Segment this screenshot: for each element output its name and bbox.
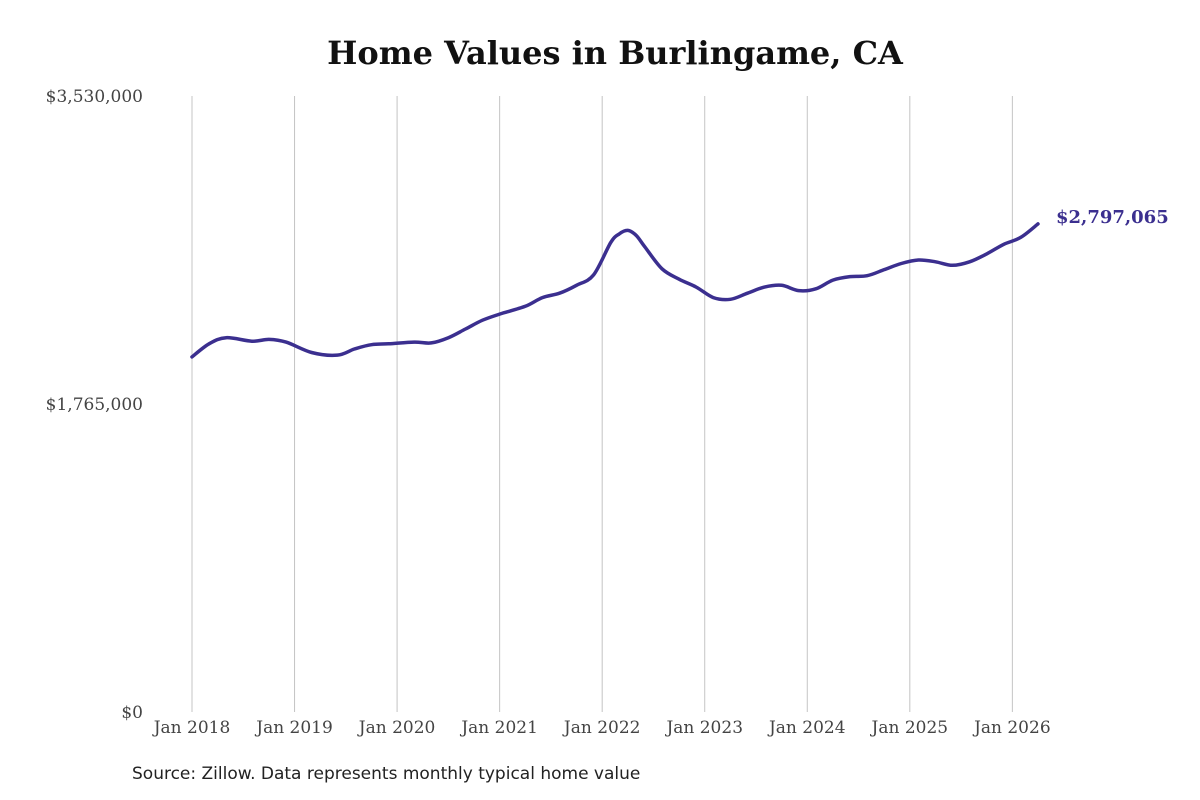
x-tick-label: Jan 2018	[152, 718, 231, 738]
x-tick-label: Jan 2026	[972, 718, 1051, 738]
y-tick-label: $1,765,000	[46, 395, 143, 415]
y-tick-label: $3,530,000	[46, 87, 143, 107]
chart-title: Home Values in Burlingame, CA	[327, 34, 903, 72]
x-tick-label: Jan 2022	[562, 718, 641, 738]
source-note: Source: Zillow. Data represents monthly …	[132, 764, 641, 784]
x-tick-label: Jan 2024	[767, 718, 846, 738]
home-value-line	[190, 222, 1040, 359]
x-tick-label: Jan 2021	[459, 718, 538, 738]
x-tick-label: Jan 2020	[357, 718, 436, 738]
gridlines	[191, 96, 1013, 712]
x-axis-ticks: Jan 2018 Jan 2019 Jan 2020 Jan 2021 Jan 2022…	[152, 718, 1051, 738]
y-axis-ticks: $0 $1,765,000 $3,530,000	[46, 87, 143, 723]
x-tick-label: Jan 2019	[254, 718, 333, 738]
x-tick-label: Jan 2025	[870, 718, 949, 738]
x-tick-label: Jan 2023	[664, 718, 743, 738]
y-tick-label: $0	[121, 703, 143, 723]
end-value-label: $2,797,065	[1056, 207, 1169, 228]
